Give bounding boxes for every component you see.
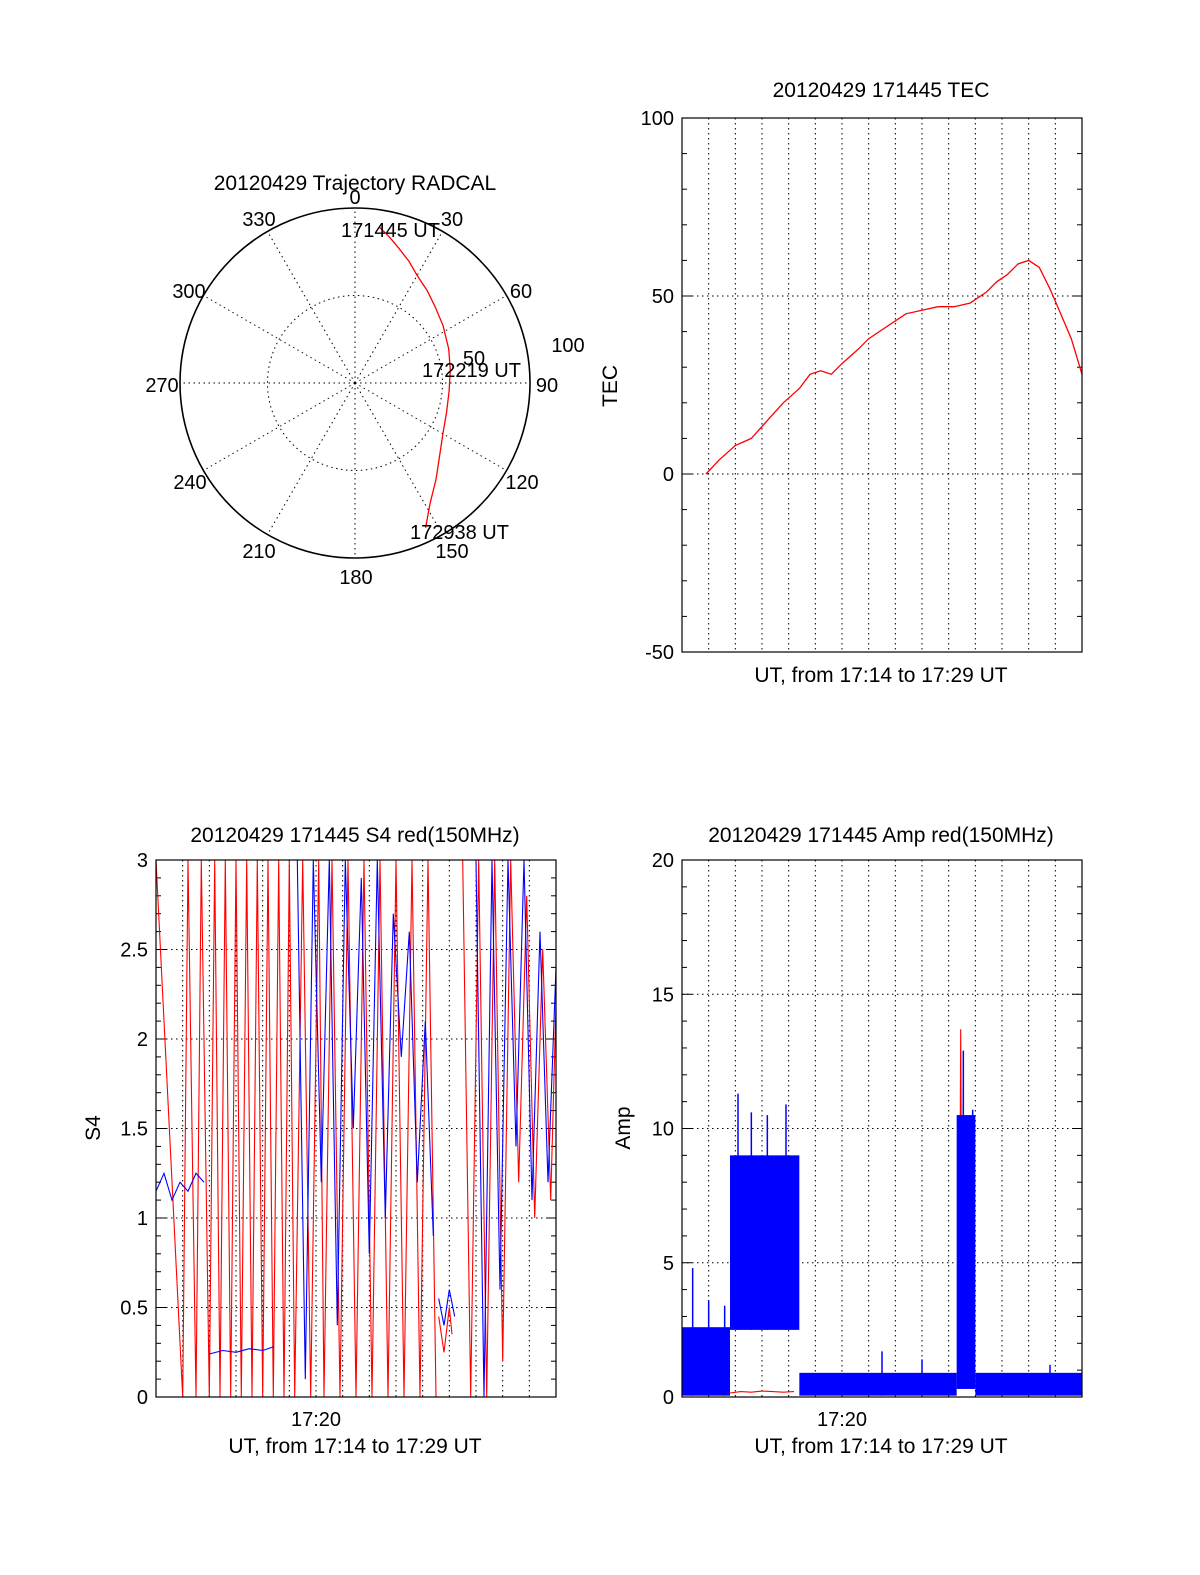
y-tick-label: 1 [137, 1208, 148, 1230]
tec-title: 20120429 171445 TEC [773, 79, 990, 102]
trajectory-title: 20120429 Trajectory RADCAL [214, 172, 497, 195]
y-tick-label: 0.5 [120, 1298, 148, 1320]
series-segment [209, 1346, 274, 1355]
x-tick-label: 17:20 [817, 1409, 867, 1431]
trajectory-annotation: 172219 UT [422, 360, 521, 382]
plot-frame [681, 117, 1083, 653]
polar-spoke [267, 231, 356, 384]
amp-title: 20120429 171445 Amp red(150MHz) [708, 824, 1054, 847]
tec-panel: 20120429 171445 TEC UT, from 17:14 to 17… [599, 79, 1083, 687]
trajectory-line [379, 226, 451, 528]
y-tick-label: 5 [663, 1253, 674, 1275]
trajectory-series [379, 226, 451, 528]
s4-panel: 20120429 171445 S4 red(150MHz) UT, from … [82, 824, 557, 1458]
y-tick-label: 3 [137, 850, 148, 872]
trajectory-annotation: 171445 UT [341, 220, 440, 242]
trajectory-polar-panel: 20120429 Trajectory RADCAL 0 30 60 90 120 150… [145, 172, 584, 589]
s4-ylabel: S4 [82, 1115, 105, 1141]
amp-band [682, 1327, 730, 1396]
series-segment [475, 859, 557, 1398]
amp-band [730, 1155, 800, 1330]
y-tick-label: -50 [645, 642, 674, 664]
x-tick-label: 17:20 [291, 1409, 341, 1431]
azimuth-label: 120 [505, 472, 538, 494]
s4-xlabel: UT, from 17:14 to 17:29 UT [228, 1435, 481, 1458]
series-segment [729, 1390, 795, 1394]
polar-spoke [354, 295, 507, 384]
tec-xlabel: UT, from 17:14 to 17:29 UT [754, 664, 1007, 687]
s4-title: 20120429 171445 S4 red(150MHz) [190, 824, 519, 847]
polar-spoke [267, 382, 356, 535]
series-segment [296, 859, 434, 1380]
y-tick-label: 2.5 [120, 940, 148, 962]
amp-xlabel: UT, from 17:14 to 17:29 UT [754, 1435, 1007, 1458]
y-tick-label: 100 [641, 108, 674, 130]
azimuth-label: 300 [172, 281, 205, 303]
azimuth-label: 30 [441, 209, 463, 231]
azimuth-label: 90 [536, 375, 558, 397]
amp-panel: 20120429 171445 Amp red(150MHz) UT, from… [612, 824, 1083, 1458]
radial-label: 100 [551, 335, 584, 357]
azimuth-label: 210 [242, 541, 275, 563]
y-tick-label: 0 [663, 1387, 674, 1409]
azimuth-labels: 0 30 60 90 120 150 180 210 240 270 300 330 50 100 1714… [145, 187, 584, 589]
plot-frame [155, 859, 557, 1398]
y-tick-label: 10 [652, 1119, 674, 1141]
polar-ring-50 [267, 295, 443, 471]
azimuth-label: 0 [349, 187, 360, 209]
azimuth-label: 270 [145, 375, 178, 397]
y-tick-label: 1.5 [120, 1119, 148, 1141]
y-tick-label: 15 [652, 984, 674, 1006]
tec-ylabel: TEC [599, 365, 622, 407]
y-tick-label: 50 [652, 286, 674, 308]
azimuth-label: 330 [242, 209, 275, 231]
y-tick-label: 0 [663, 464, 674, 486]
series-line [705, 259, 1083, 475]
azimuth-label: 180 [339, 567, 372, 589]
radial-label: 50 [463, 348, 485, 370]
y-tick-label: 20 [652, 850, 674, 872]
series-segment [155, 859, 437, 1398]
series-segment [438, 1289, 456, 1326]
azimuth-label: 150 [435, 541, 468, 563]
amp-band [799, 1372, 957, 1396]
series-segment [438, 1307, 453, 1353]
amp-band [956, 1115, 976, 1389]
polar-spoke [354, 382, 507, 471]
series-segment [155, 1171, 205, 1202]
azimuth-label: 60 [510, 281, 532, 303]
azimuth-label: 240 [173, 472, 206, 494]
plot-frame [681, 859, 1083, 1398]
polar-grid [179, 207, 531, 559]
polar-spoke [203, 295, 356, 384]
polar-spoke [203, 382, 356, 471]
polar-spoke [354, 231, 443, 384]
amp-ylabel: Amp [612, 1106, 635, 1149]
amp-band [975, 1372, 1082, 1396]
polar-outer-ring [179, 207, 531, 559]
y-tick-label: 0 [137, 1387, 148, 1409]
y-tick-label: 2 [137, 1029, 148, 1051]
polar-spoke [354, 382, 443, 535]
trajectory-annotation: 172938 UT [410, 522, 509, 544]
